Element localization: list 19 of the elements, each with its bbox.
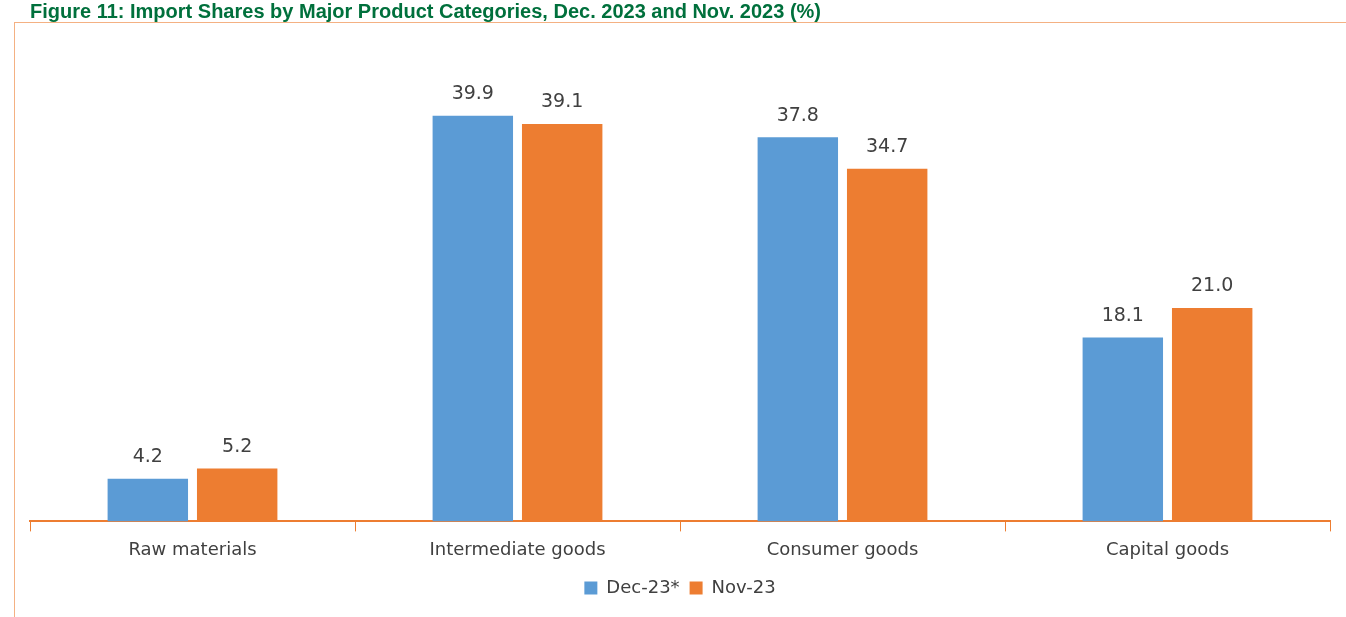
bar <box>1082 337 1164 522</box>
chart-title: Figure 11: Import Shares by Major Product Categories, Dec. 2023 and Nov. 2023 (%) <box>30 0 821 22</box>
data-label: 5.2 <box>222 433 253 456</box>
x-tick-label: Capital goods <box>1105 537 1230 559</box>
x-tick-label: Intermediate goods <box>429 537 606 559</box>
data-label: 39.9 <box>451 81 494 104</box>
data-label: 34.7 <box>866 134 909 157</box>
data-label: 21.0 <box>1191 273 1234 296</box>
legend-label: Nov-23 <box>711 575 776 597</box>
x-tick-label: Raw materials <box>128 537 257 559</box>
legend-label: Dec-23* <box>606 575 680 597</box>
data-label: 18.1 <box>1101 302 1144 325</box>
bar <box>757 137 839 522</box>
bar <box>107 478 189 522</box>
bar <box>432 115 514 522</box>
data-label: 37.8 <box>776 102 819 125</box>
data-label: 39.1 <box>541 89 584 112</box>
x-tick-label: Consumer goods <box>766 537 919 559</box>
data-label: 4.2 <box>132 444 163 467</box>
